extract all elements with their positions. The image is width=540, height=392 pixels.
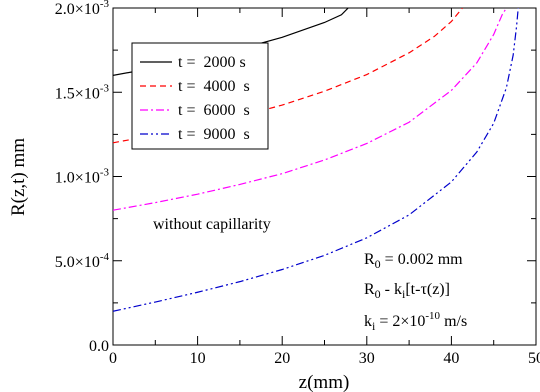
y-tick-mantissa: 1.5×10 bbox=[55, 85, 100, 102]
y-tick-mantissa: 0.0 bbox=[89, 338, 109, 355]
y-tick-exponent: -3 bbox=[100, 82, 110, 94]
legend: t = 2000 s t = 4000 s t = 6000 s t = 9000 s bbox=[131, 42, 269, 150]
legend-label-2: t = 6000 s bbox=[178, 102, 250, 119]
x-tick-label: 50 bbox=[528, 350, 540, 367]
ticks: 0 10 20 30 40 500.05.0×10-41.0×10-31.5×10-32.… bbox=[55, 0, 540, 367]
legend-label-1: t = 4000 s bbox=[178, 78, 250, 95]
series-line-2 bbox=[113, 8, 507, 211]
x-tick-label: 40 bbox=[443, 350, 459, 367]
y-tick-exponent: -3 bbox=[100, 167, 110, 179]
x-tick-label: 0 bbox=[109, 350, 117, 367]
annotation-ki: ki = 2×10-10 m/s bbox=[364, 310, 467, 333]
y-tick-label: 0.0 bbox=[89, 338, 109, 355]
x-tick-label: 30 bbox=[359, 350, 375, 367]
x-tick-label: 20 bbox=[274, 350, 290, 367]
y-tick-label: 1.5×10-3 bbox=[55, 82, 110, 102]
x-tick-label: 10 bbox=[190, 350, 206, 367]
legend-label-0: t = 2000 s bbox=[178, 54, 246, 71]
y-tick-exponent: -3 bbox=[100, 0, 110, 10]
x-axis-label: z(mm) bbox=[299, 372, 350, 392]
annotation-without-capillarity: without capillarity bbox=[153, 216, 271, 233]
y-tick-label: 1.0×10-3 bbox=[55, 167, 110, 187]
legend-label-3: t = 9000 s bbox=[178, 126, 250, 143]
y-tick-label: 2.0×10-3 bbox=[55, 0, 110, 18]
annotation-formula: R0 - ki[t-τ(z)] bbox=[364, 281, 450, 301]
y-tick-mantissa: 2.0×10 bbox=[55, 1, 100, 18]
y-tick-mantissa: 1.0×10 bbox=[55, 170, 100, 187]
series-line-3 bbox=[113, 8, 519, 312]
y-tick-exponent: -4 bbox=[100, 251, 110, 263]
y-tick-mantissa: 5.0×10 bbox=[55, 254, 100, 271]
y-tick-label: 5.0×10-4 bbox=[55, 251, 110, 271]
y-axis-label: R(z,t) mm bbox=[8, 138, 29, 216]
legend-box bbox=[131, 42, 269, 150]
annotation-r0: R0 = 0.002 mm bbox=[364, 251, 463, 271]
